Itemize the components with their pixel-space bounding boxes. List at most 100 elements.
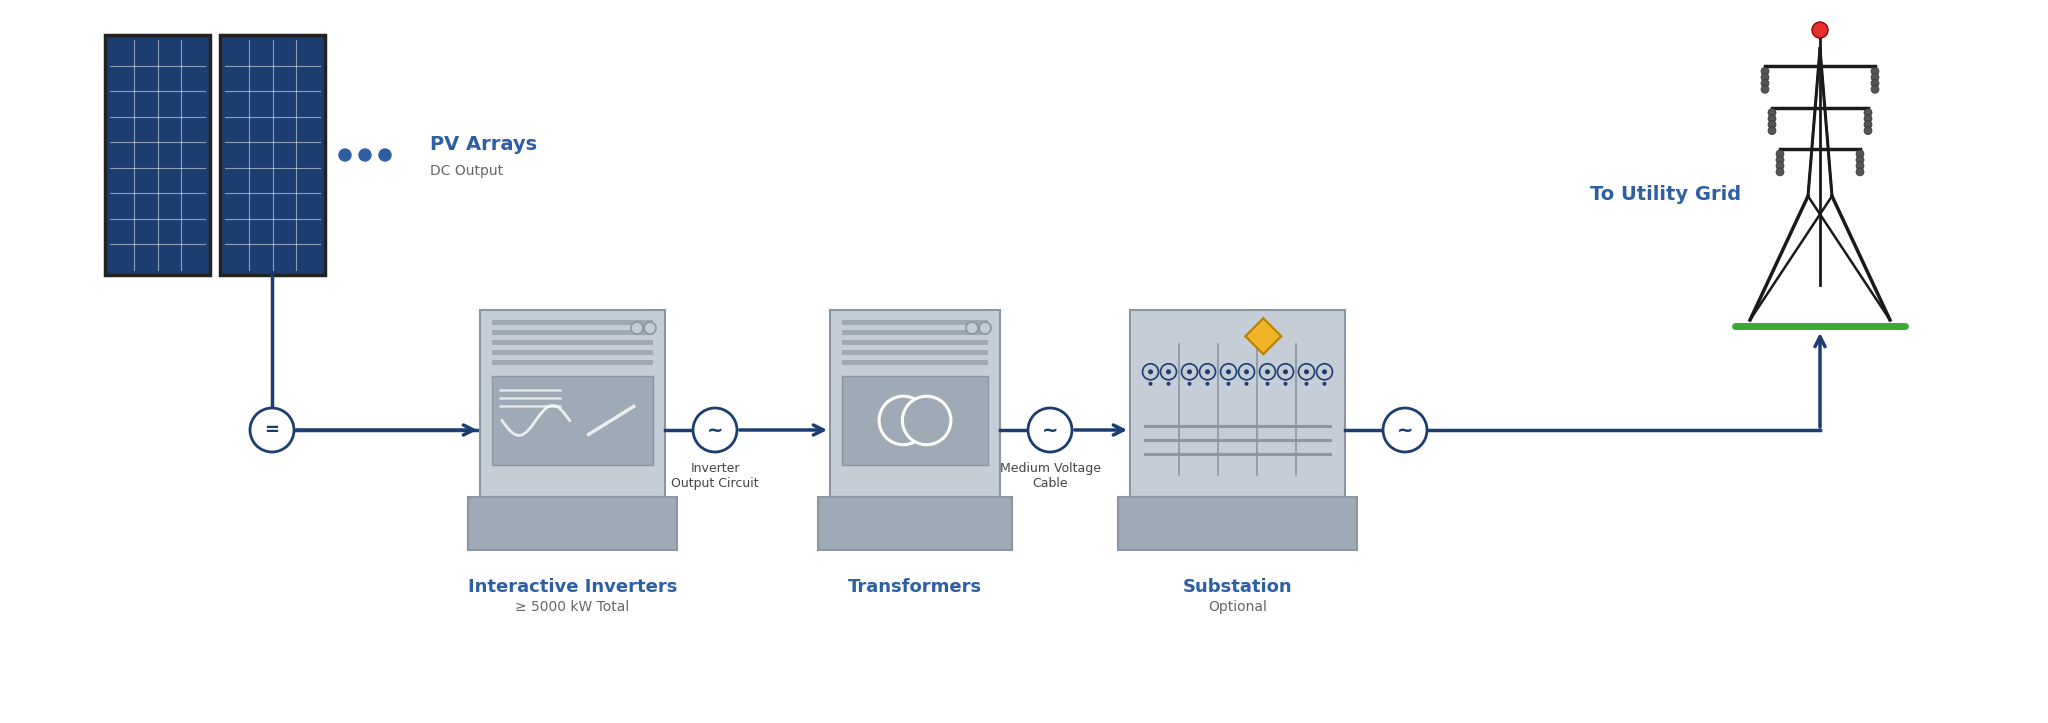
Circle shape [979,322,991,334]
Circle shape [1776,156,1784,164]
Circle shape [1872,80,1878,87]
Bar [492,330,653,335]
Circle shape [643,322,655,334]
Circle shape [1872,67,1878,75]
Text: To Utility Grid: To Utility Grid [1589,186,1741,205]
Circle shape [631,322,643,334]
Circle shape [1149,369,1153,375]
Text: PV Arrays: PV Arrays [430,135,537,155]
Circle shape [1761,80,1769,87]
Circle shape [1767,108,1776,116]
Circle shape [1167,382,1171,386]
Circle shape [1245,382,1249,386]
Circle shape [1317,364,1333,380]
Circle shape [1200,364,1217,380]
Circle shape [1776,150,1784,158]
Bar [842,350,987,355]
Circle shape [1143,364,1159,380]
Text: Interactive Inverters: Interactive Inverters [467,578,678,596]
Circle shape [692,408,737,452]
Bar [1118,497,1358,550]
Circle shape [1855,168,1864,176]
Circle shape [1161,364,1176,380]
Circle shape [1260,364,1276,380]
Circle shape [1776,162,1784,170]
Text: Optional: Optional [1208,600,1268,614]
Bar [842,320,987,325]
Bar [842,375,987,466]
Text: Inverter
Output Circuit: Inverter Output Circuit [672,462,760,490]
Circle shape [903,396,950,445]
Bar [492,320,653,325]
Circle shape [1278,364,1294,380]
Circle shape [1323,369,1327,375]
Circle shape [1767,121,1776,129]
Bar [492,350,653,355]
Circle shape [1767,127,1776,134]
Circle shape [1864,108,1872,116]
Circle shape [1767,115,1776,123]
Circle shape [1776,168,1784,176]
Circle shape [1266,382,1270,386]
Circle shape [1165,369,1171,375]
Bar [469,497,678,550]
Circle shape [1028,408,1071,452]
Text: Substation: Substation [1182,578,1292,596]
Text: ≥ 5000 kW Total: ≥ 5000 kW Total [516,600,629,614]
Bar [842,360,987,365]
Circle shape [1872,85,1878,93]
Circle shape [1188,382,1192,386]
Circle shape [1305,369,1309,375]
Circle shape [1284,382,1288,386]
Bar [1130,310,1346,497]
Circle shape [1149,382,1153,386]
Bar [104,35,211,275]
Bar [492,340,653,345]
Polygon shape [1245,318,1282,354]
Circle shape [1761,67,1769,75]
Circle shape [1298,364,1315,380]
Bar [479,310,666,497]
Circle shape [1382,408,1427,452]
Text: ~: ~ [1397,421,1413,440]
Circle shape [1305,382,1309,386]
Circle shape [1864,127,1872,134]
Circle shape [1227,369,1231,375]
Circle shape [379,149,391,161]
Circle shape [1761,85,1769,93]
Circle shape [1243,369,1249,375]
Bar [842,330,987,335]
Circle shape [250,408,295,452]
Bar [842,340,987,345]
Circle shape [1864,121,1872,129]
Circle shape [1206,382,1210,386]
Bar [492,360,653,365]
Bar [219,35,326,275]
Circle shape [358,149,371,161]
Circle shape [1188,369,1192,375]
Bar [817,497,1012,550]
Circle shape [1855,150,1864,158]
Circle shape [1239,364,1255,380]
Circle shape [1855,162,1864,170]
Text: ~: ~ [707,421,723,440]
Circle shape [1204,369,1210,375]
Circle shape [1812,22,1829,38]
Text: Transformers: Transformers [848,578,983,596]
Text: Medium Voltage
Cable: Medium Voltage Cable [999,462,1100,490]
Circle shape [340,149,350,161]
Text: DC Output: DC Output [430,164,504,178]
Circle shape [1855,156,1864,164]
Circle shape [879,396,928,445]
Circle shape [1282,369,1288,375]
Bar [492,375,653,466]
Text: ~: ~ [1042,421,1059,440]
Circle shape [1761,73,1769,81]
Circle shape [1323,382,1327,386]
Circle shape [1864,115,1872,123]
Circle shape [1872,73,1878,81]
Bar [829,310,999,497]
Circle shape [967,322,979,334]
Text: =: = [264,421,279,439]
Circle shape [1266,369,1270,375]
